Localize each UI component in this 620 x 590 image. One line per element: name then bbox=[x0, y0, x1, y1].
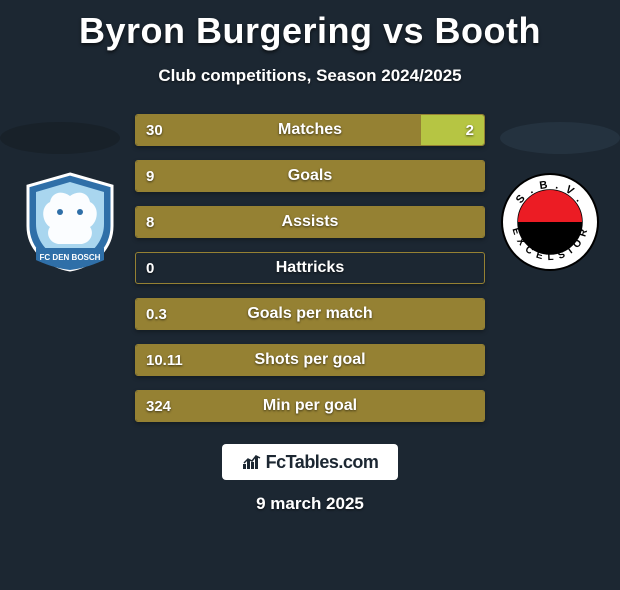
stat-label: Min per goal bbox=[136, 391, 484, 421]
svg-text:FC DEN BOSCH: FC DEN BOSCH bbox=[40, 253, 101, 262]
sbv-excelsior-badge-svg: S . B . V . E X C E L S I O R bbox=[500, 172, 600, 272]
branding-badge: FcTables.com bbox=[222, 444, 398, 480]
stat-value-left: 9 bbox=[136, 161, 164, 191]
stat-value-left: 324 bbox=[136, 391, 181, 421]
player-left-club-badge: FC DEN BOSCH bbox=[20, 172, 120, 272]
stat-row: Hattricks0 bbox=[135, 252, 485, 284]
stat-label: Goals per match bbox=[136, 299, 484, 329]
branding-chart-icon bbox=[242, 454, 262, 470]
stat-value-left: 30 bbox=[136, 115, 173, 145]
stat-value-left: 8 bbox=[136, 207, 164, 237]
comparison-content: FC DEN BOSCH S . B . V . E X C E L S I O… bbox=[0, 114, 620, 422]
stat-value-left: 0.3 bbox=[136, 299, 177, 329]
player-right-club-badge: S . B . V . E X C E L S I O R bbox=[500, 172, 600, 272]
stat-value-left: 10.11 bbox=[136, 345, 193, 375]
stat-row: Goals9 bbox=[135, 160, 485, 192]
stat-value-left: 0 bbox=[136, 253, 164, 283]
stat-label: Hattricks bbox=[136, 253, 484, 283]
page-subtitle: Club competitions, Season 2024/2025 bbox=[0, 66, 620, 86]
player-left-oval bbox=[0, 122, 120, 154]
stat-label: Goals bbox=[136, 161, 484, 191]
stat-row: Min per goal324 bbox=[135, 390, 485, 422]
stat-row: Shots per goal10.11 bbox=[135, 344, 485, 376]
player-right-oval bbox=[500, 122, 620, 154]
stat-value-right: 2 bbox=[456, 115, 484, 145]
fc-den-bosch-badge-svg: FC DEN BOSCH bbox=[20, 172, 120, 272]
branding-text: FcTables.com bbox=[266, 452, 379, 473]
date-text: 9 march 2025 bbox=[0, 494, 620, 514]
stat-row: Assists8 bbox=[135, 206, 485, 238]
stat-label: Assists bbox=[136, 207, 484, 237]
stat-bars-container: Matches30 2 Goals9 Assists8 Hattricks0 Goals … bbox=[135, 114, 485, 422]
stat-label: Matches bbox=[136, 115, 484, 145]
stat-row: Matches30 2 bbox=[135, 114, 485, 146]
page-title: Byron Burgering vs Booth bbox=[0, 10, 620, 52]
stat-row: Goals per match0.3 bbox=[135, 298, 485, 330]
